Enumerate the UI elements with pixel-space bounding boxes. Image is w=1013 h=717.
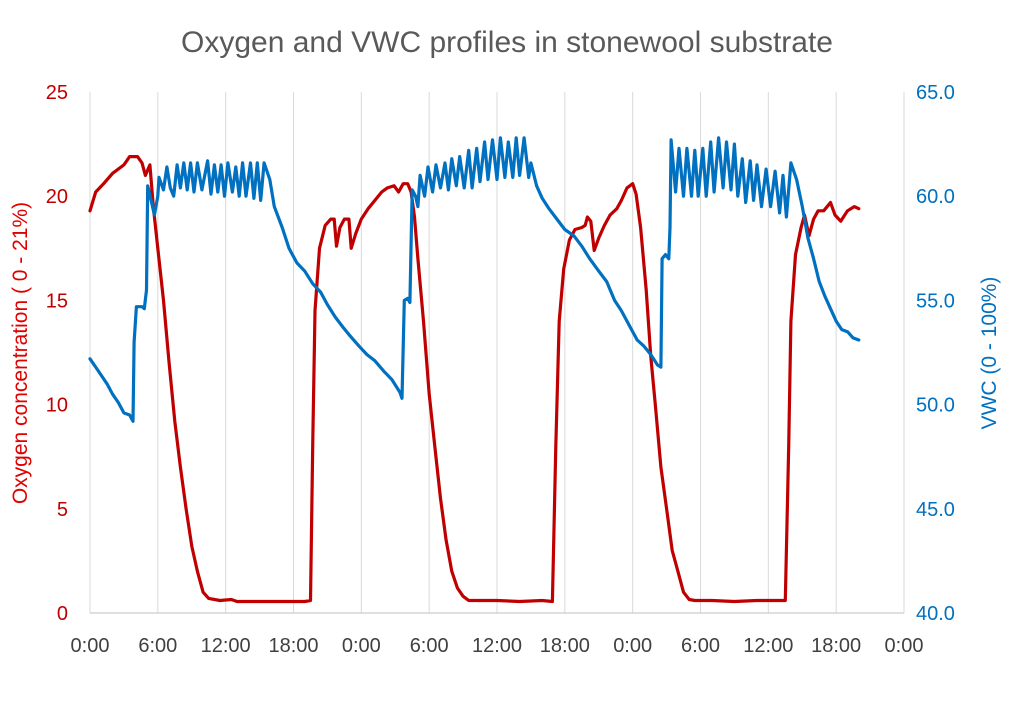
y-right-tick-label: 60.0 bbox=[916, 186, 955, 208]
x-tick-label: 0:00 bbox=[885, 635, 924, 657]
y-left-tick-label: 10 bbox=[46, 395, 68, 417]
y-left-tick-label: 25 bbox=[46, 82, 68, 104]
y-left-tick-label: 20 bbox=[46, 186, 68, 208]
y-left-axis-title: Oxygen concentration ( 0 - 21%) bbox=[9, 202, 32, 504]
x-tick-labels: 0:00 6:00 12:00 18:00 0:00 6:00 12:00 18:00 0:00… bbox=[71, 635, 924, 657]
x-tick-label: 12:00 bbox=[743, 635, 793, 657]
left-tick-labels: 0 5 10 15 20 25 bbox=[46, 82, 68, 625]
y-right-tick-label: 50.0 bbox=[916, 395, 955, 417]
right-tick-labels: 40.0 45.0 50.0 55.0 60.0 65.0 bbox=[916, 82, 955, 625]
y-right-tick-label: 40.0 bbox=[916, 603, 955, 625]
y-right-tick-label: 45.0 bbox=[916, 499, 955, 521]
x-tick-label: 0:00 bbox=[71, 635, 110, 657]
series-lines bbox=[88, 136, 861, 604]
chart-title: Oxygen and VWC profiles in stonewool sub… bbox=[181, 26, 833, 59]
vwc-series-line bbox=[88, 136, 861, 423]
x-tick-label: 6:00 bbox=[410, 635, 449, 657]
x-tick-label: 6:00 bbox=[681, 635, 720, 657]
x-tick-label: 18:00 bbox=[540, 635, 590, 657]
x-tick-label: 18:00 bbox=[811, 635, 861, 657]
x-tick-label: 0:00 bbox=[613, 635, 652, 657]
x-tick-label: 12:00 bbox=[201, 635, 251, 657]
y-right-tick-label: 65.0 bbox=[916, 82, 955, 104]
y-left-tick-label: 15 bbox=[46, 290, 68, 312]
x-tick-label: 18:00 bbox=[268, 635, 318, 657]
y-right-axis-title: VWC (0 - 100%) bbox=[978, 277, 1001, 430]
x-tick-label: 6:00 bbox=[138, 635, 177, 657]
y-left-tick-label: 0 bbox=[57, 603, 68, 625]
y-right-tick-label: 55.0 bbox=[916, 290, 955, 312]
oxygen-series-line bbox=[88, 155, 861, 604]
x-tick-label: 0:00 bbox=[342, 635, 381, 657]
y-left-tick-label: 5 bbox=[57, 499, 68, 521]
x-tick-label: 12:00 bbox=[472, 635, 522, 657]
